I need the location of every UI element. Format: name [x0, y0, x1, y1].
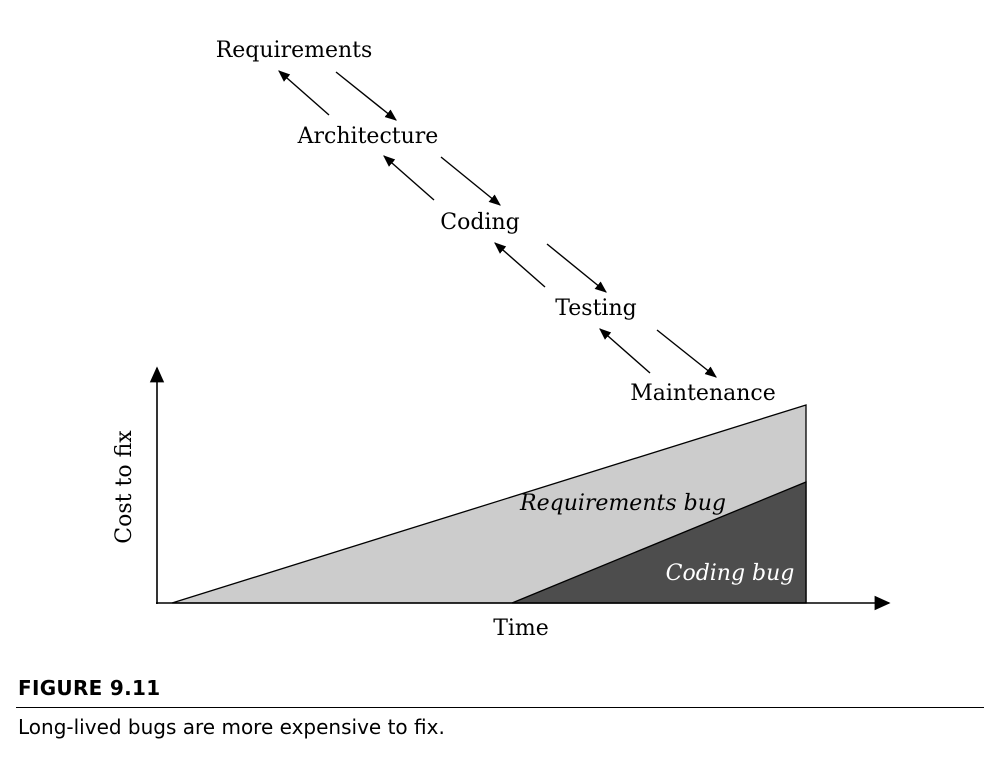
back-arrow-architecture-to-requirements — [278, 70, 330, 116]
figure-title: FIGURE 9.11 — [18, 676, 161, 700]
stage-testing: Testing — [555, 296, 636, 321]
figure-divider — [16, 707, 984, 708]
coding-bug-label: Coding bug — [666, 561, 795, 586]
stage-requirements: Requirements — [216, 38, 373, 63]
y-axis-label: Cost to fix — [112, 430, 137, 544]
forward-arrow-coding-to-testing — [546, 243, 607, 293]
back-arrow-testing-to-coding — [494, 242, 546, 288]
stage-architecture: Architecture — [297, 124, 439, 149]
forward-arrow-architecture-to-coding — [440, 156, 501, 206]
forward-arrow-testing-to-maintenance — [656, 329, 717, 378]
figure-caption: Long-lived bugs are more expensive to fi… — [18, 715, 445, 739]
forward-arrow-requirements-to-architecture — [335, 71, 397, 121]
back-arrow-coding-to-architecture — [383, 155, 435, 201]
stage-maintenance: Maintenance — [630, 381, 776, 406]
x-axis-label: Time — [493, 616, 549, 641]
back-arrow-maintenance-to-testing — [599, 328, 651, 374]
requirements-bug-label: Requirements bug — [519, 491, 726, 516]
stage-coding: Coding — [440, 210, 519, 235]
